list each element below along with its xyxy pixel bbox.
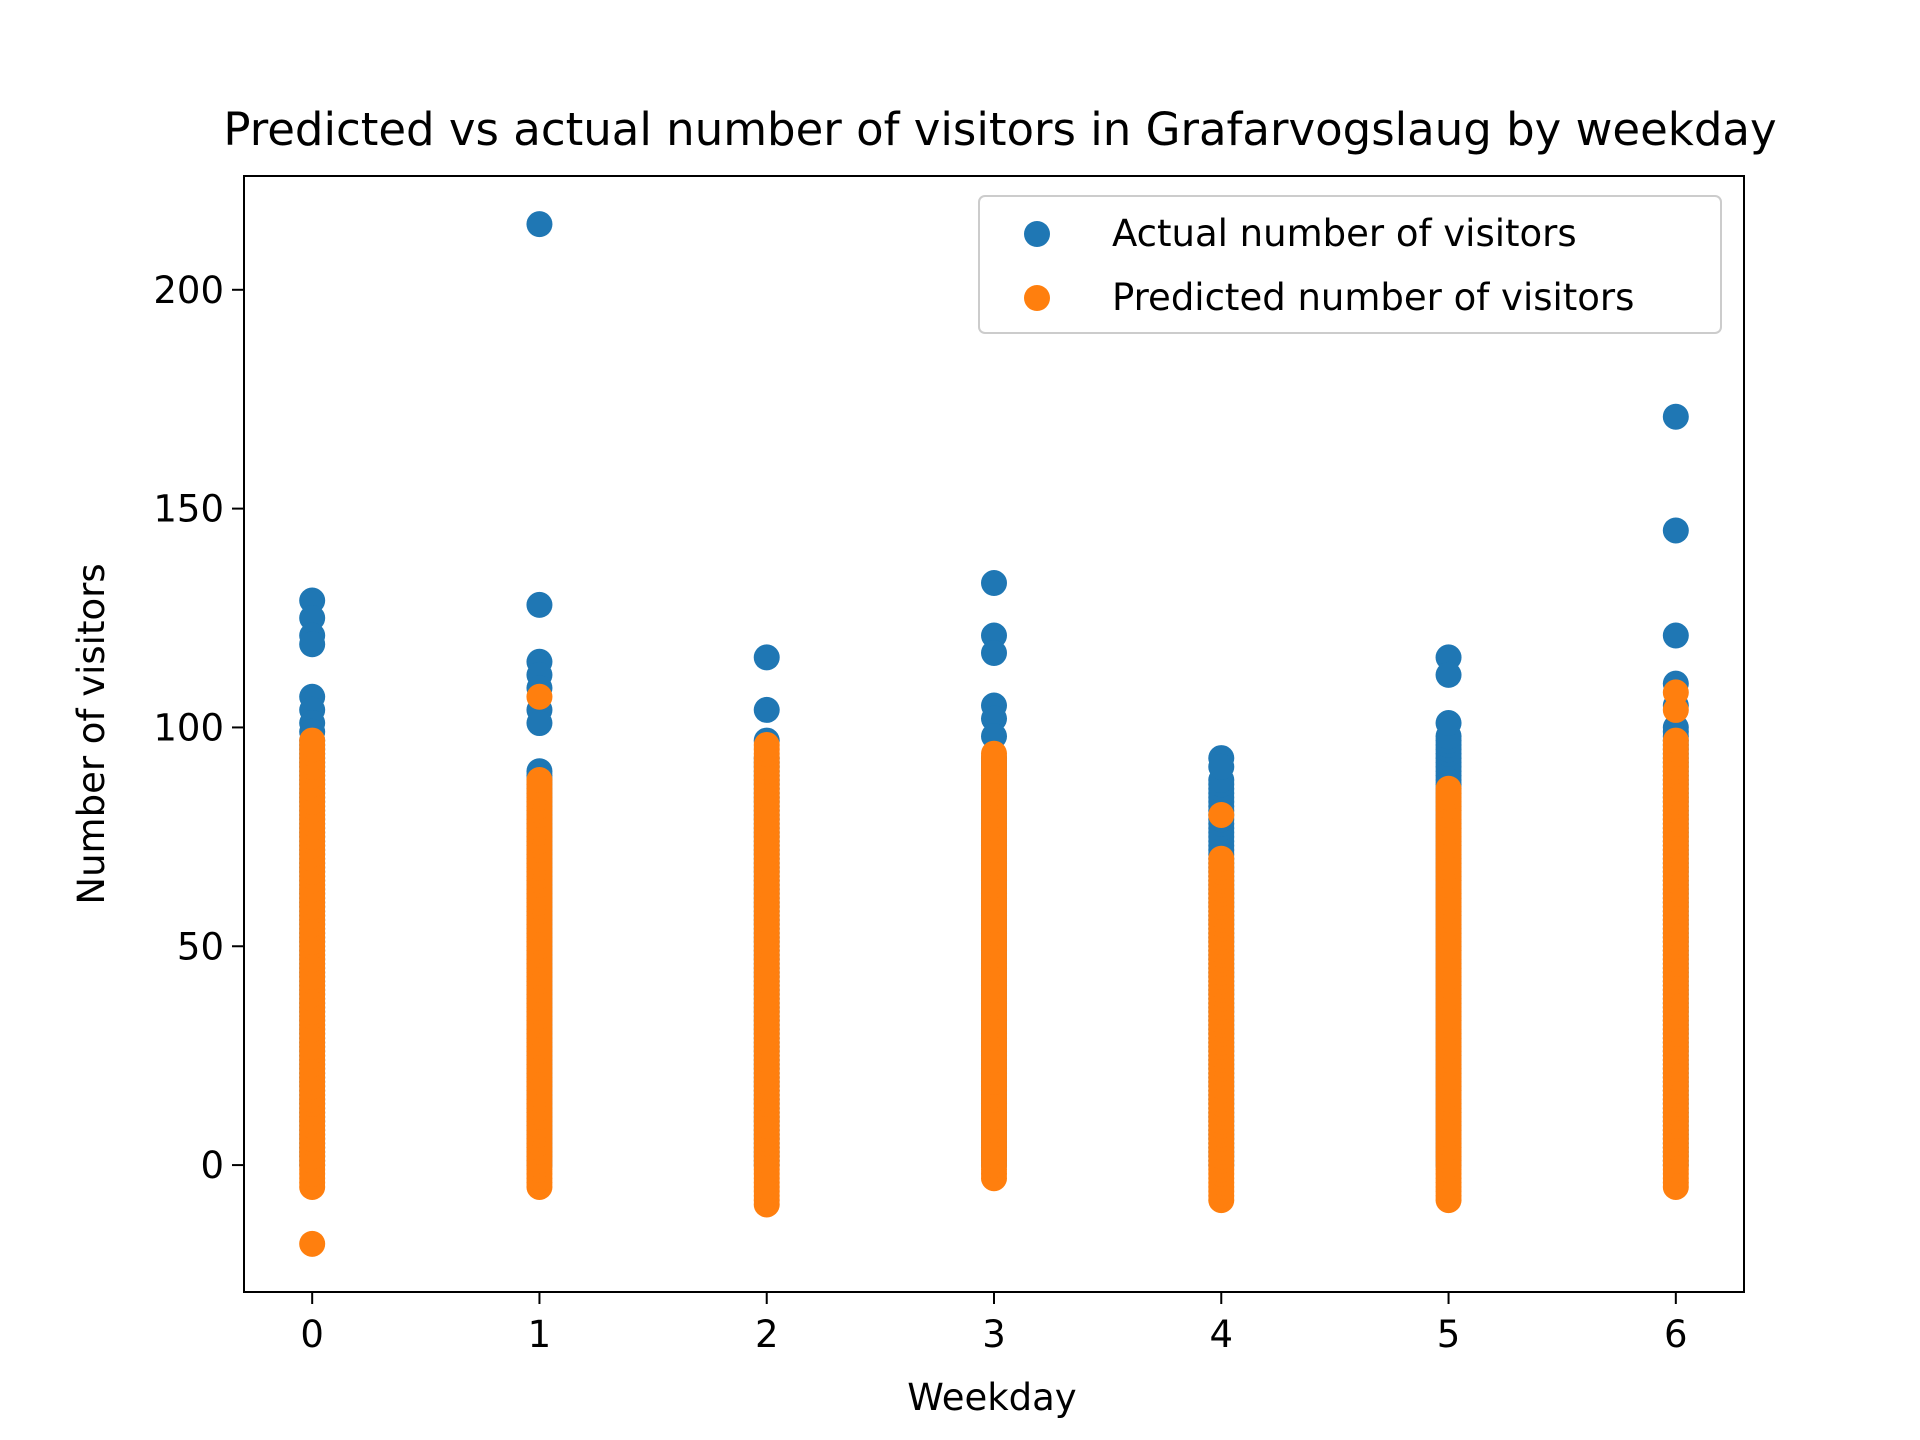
- x-tick-label: 0: [300, 1313, 324, 1356]
- data-point: [526, 211, 553, 238]
- y-tick-label: 0: [200, 1144, 224, 1187]
- y-tick-label: 200: [153, 269, 224, 312]
- plot-points: [299, 211, 1689, 1257]
- data-point: [1662, 403, 1689, 430]
- series-predicted: [299, 679, 1689, 1257]
- x-tick-label: 5: [1437, 1313, 1461, 1356]
- data-point: [981, 640, 1007, 667]
- x-axis-ticks: 0 1 2 3 4 5 6: [300, 1292, 1688, 1356]
- data-point: [1662, 727, 1689, 754]
- y-axis-ticks: 0 50 100 150 200: [153, 269, 244, 1187]
- data-point: [1435, 710, 1462, 737]
- data-point: [526, 683, 553, 710]
- legend-marker-predicted: [1024, 285, 1050, 311]
- data-point: [753, 696, 780, 723]
- chart-title: Predicted vs actual number of visitors i…: [223, 103, 1776, 156]
- data-point: [753, 731, 780, 758]
- data-point: [1662, 517, 1689, 544]
- data-point: [1662, 622, 1689, 649]
- data-point: [981, 570, 1007, 597]
- data-point: [299, 1230, 326, 1257]
- y-axis-label: Number of visitors: [70, 563, 113, 904]
- data-point: [1662, 696, 1689, 723]
- data-point: [1208, 753, 1235, 780]
- data-point: [753, 644, 780, 671]
- legend-label-actual: Actual number of visitors: [1112, 212, 1577, 255]
- data-point: [981, 740, 1007, 767]
- y-tick-label: 100: [153, 706, 224, 749]
- data-point: [526, 710, 553, 737]
- y-tick-label: 50: [177, 925, 224, 968]
- data-point: [526, 766, 553, 793]
- y-tick-label: 150: [153, 488, 224, 531]
- legend-label-predicted: Predicted number of visitors: [1112, 276, 1634, 319]
- data-point: [526, 591, 553, 618]
- data-point: [299, 631, 326, 658]
- x-tick-label: 4: [1209, 1313, 1233, 1356]
- x-tick-label: 2: [755, 1313, 779, 1356]
- legend-marker-actual: [1024, 221, 1050, 247]
- data-point: [1208, 801, 1235, 828]
- data-point: [1435, 661, 1462, 688]
- legend: Actual number of visitors Predicted numb…: [978, 195, 1722, 334]
- x-axis-label: Weekday: [907, 1376, 1076, 1419]
- x-tick-label: 1: [528, 1313, 552, 1356]
- x-tick-label: 6: [1664, 1313, 1688, 1356]
- data-point: [1435, 775, 1462, 802]
- legend-box: [978, 195, 1722, 334]
- data-point: [299, 727, 326, 754]
- x-tick-label: 3: [982, 1313, 1006, 1356]
- data-point: [1208, 845, 1235, 872]
